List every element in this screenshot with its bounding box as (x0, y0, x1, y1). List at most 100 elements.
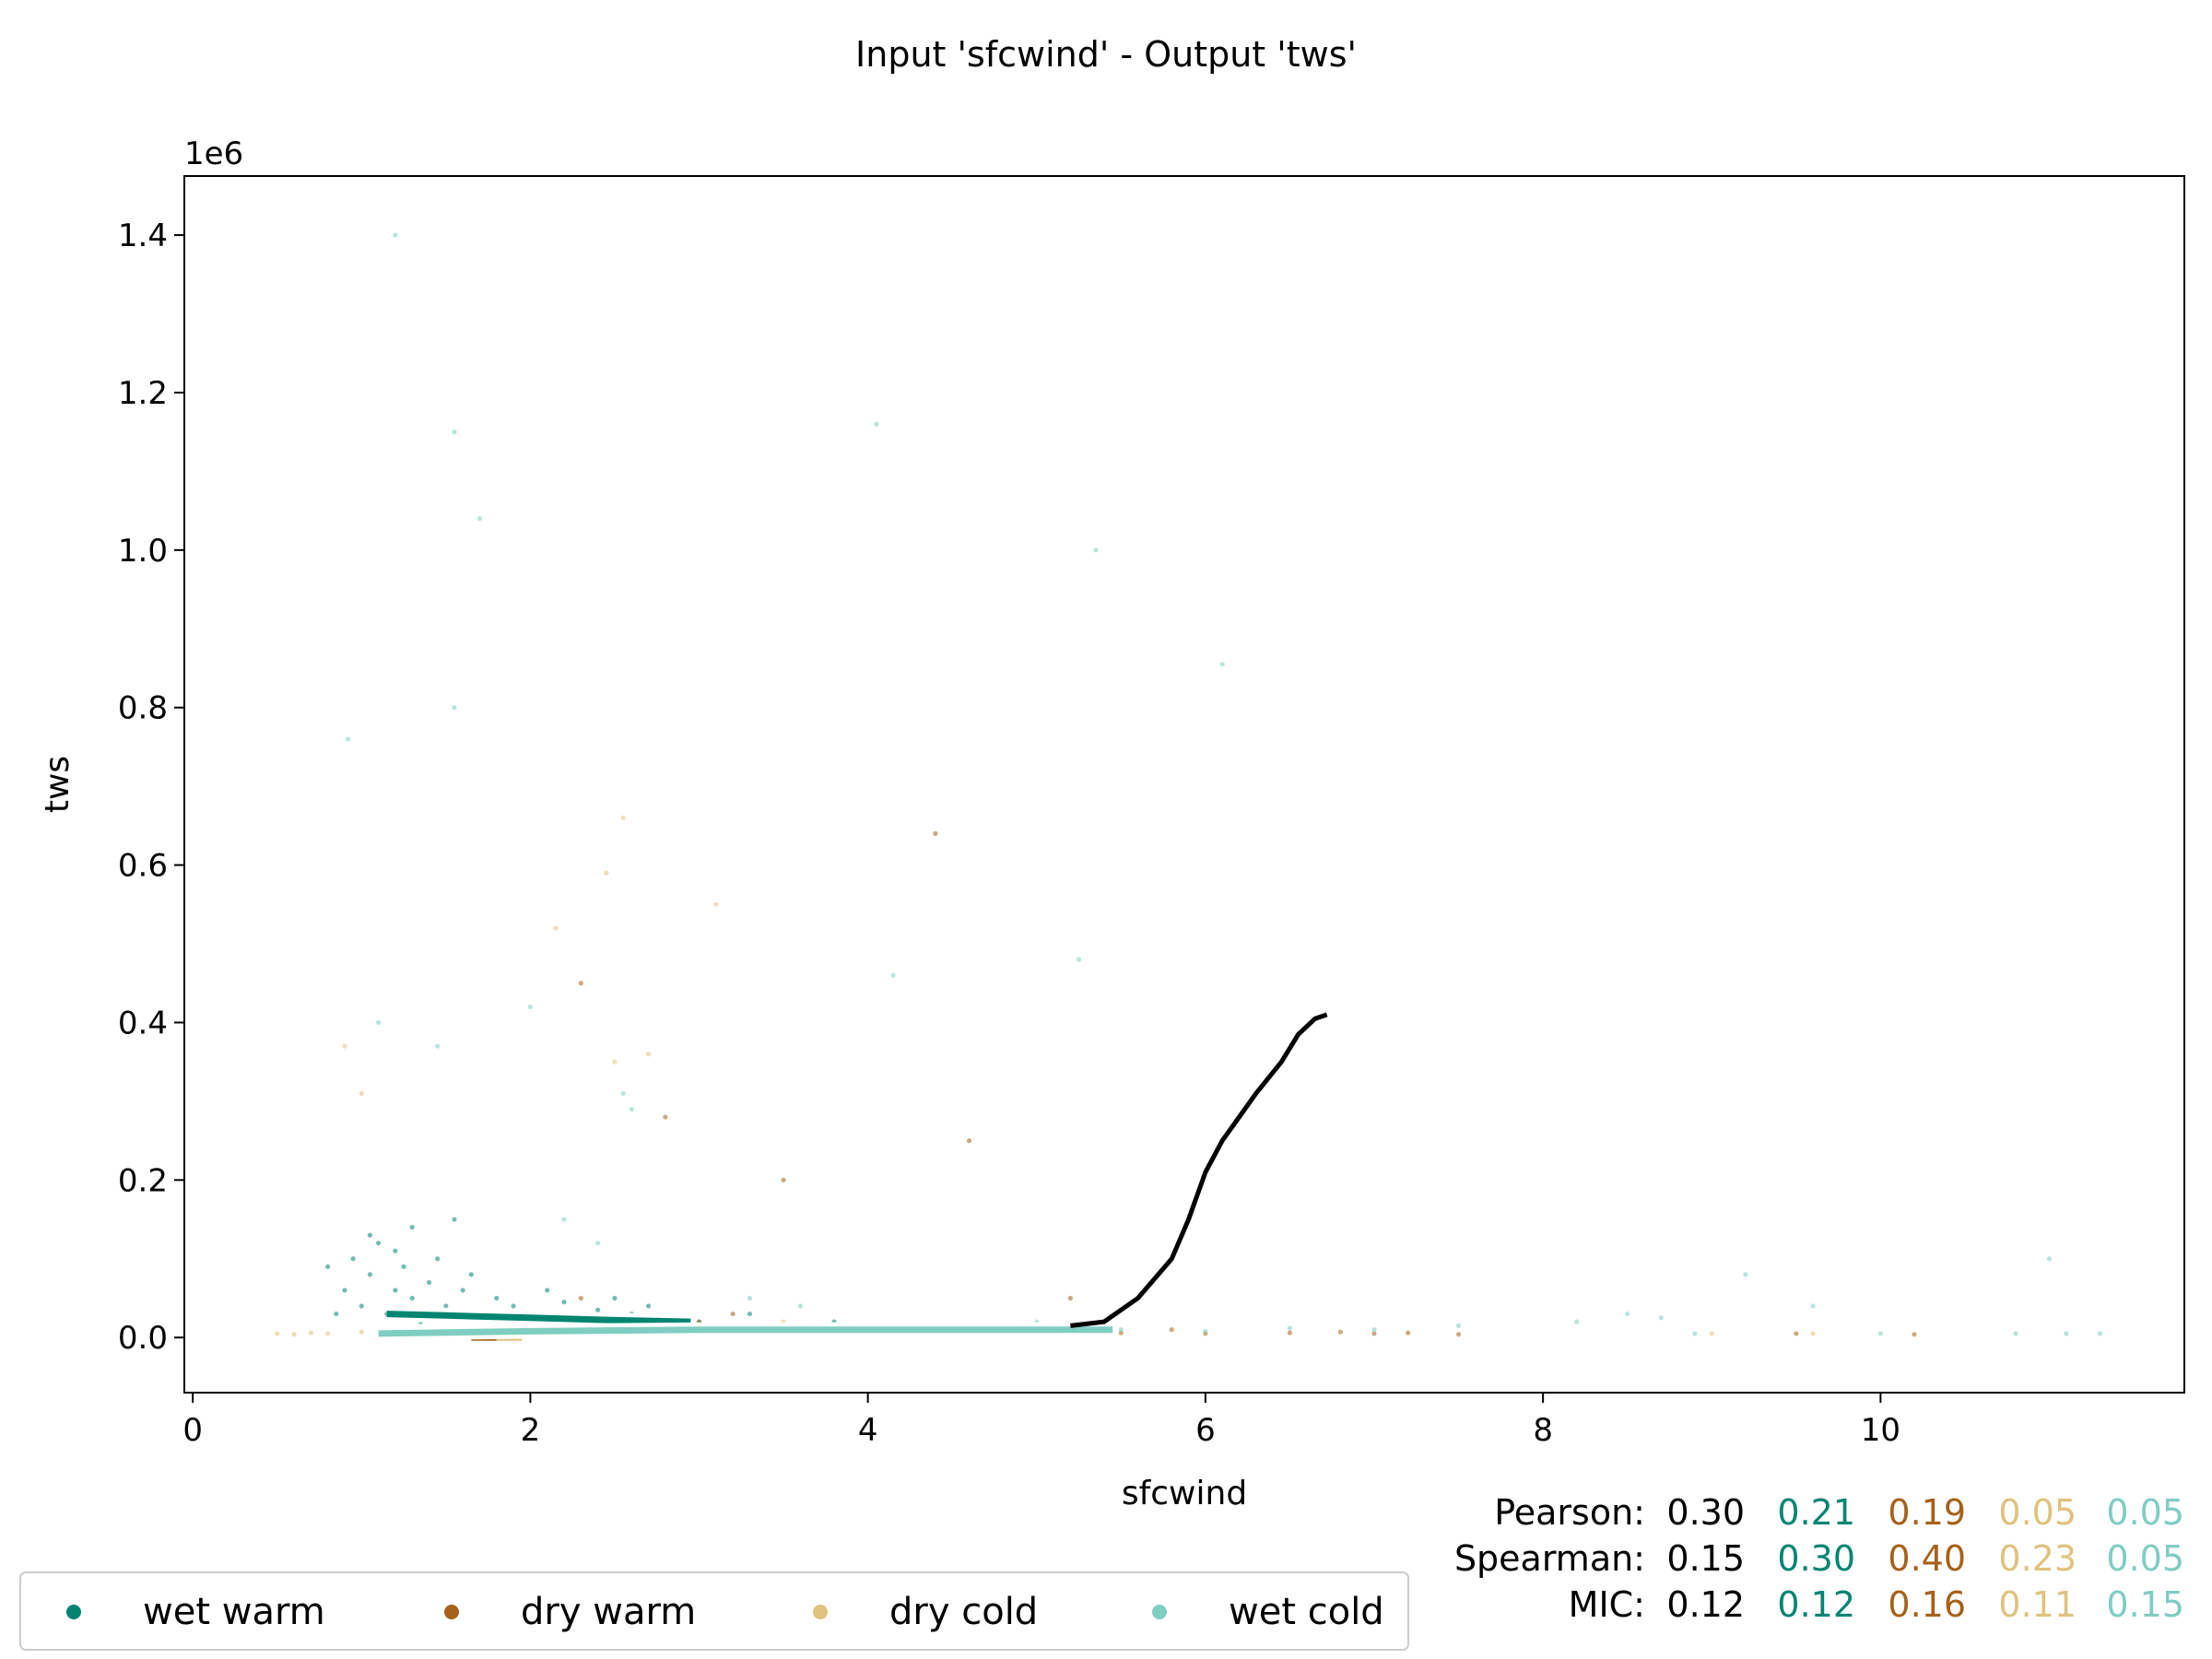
point-wet-cold (435, 1043, 441, 1049)
y-axis: 0.0 0.2 0.4 0.6 0.8 1.0 1.2 1.4 (118, 218, 184, 1357)
point-dry-warm (1287, 1330, 1293, 1335)
point-wet-warm (460, 1288, 465, 1293)
point-wet-cold (1810, 1303, 1816, 1309)
point-wet-warm (452, 1217, 457, 1222)
point-wet-cold (2046, 1256, 2053, 1262)
stat-value: 0.21 (1777, 1492, 1855, 1533)
point-wet-warm (511, 1303, 516, 1309)
point-wet-cold (1076, 957, 1082, 962)
point-wet-warm (612, 1295, 618, 1301)
stat-value: 0.05 (2106, 1492, 2184, 1533)
point-wet-warm (367, 1232, 373, 1238)
point-wet-cold (2064, 1331, 2069, 1336)
point-dry-cold (275, 1331, 280, 1336)
point-wet-warm (595, 1307, 601, 1312)
point-dry-cold (713, 901, 719, 907)
point-wet-warm (393, 1248, 398, 1253)
legend-marker (66, 1605, 81, 1619)
point-wet-warm (350, 1256, 356, 1262)
stat-value: 0.11 (1998, 1584, 2077, 1625)
point-wet-warm (561, 1300, 567, 1305)
point-wet-cold (797, 1303, 803, 1309)
point-wet-cold (1219, 662, 1225, 667)
point-wet-warm (375, 1241, 382, 1246)
legend-label: dry warm (521, 1591, 696, 1633)
stat-value: 0.30 (1777, 1538, 1855, 1579)
point-dry-cold (325, 1331, 331, 1336)
point-wet-cold (1574, 1319, 1580, 1324)
point-dry-warm (1337, 1329, 1343, 1335)
point-dry-warm (966, 1138, 972, 1144)
point-wet-warm (409, 1295, 415, 1301)
legend-marker (813, 1605, 828, 1619)
point-dry-cold (553, 925, 559, 931)
point-wet-cold (2013, 1331, 2018, 1336)
point-wet-warm (468, 1272, 474, 1277)
stat-value: 0.23 (1998, 1538, 2077, 1579)
y-tick-label: 0.8 (118, 690, 168, 727)
point-dry-warm (663, 1114, 668, 1120)
y-tick-label: 0.2 (118, 1162, 168, 1199)
point-wet-cold (1692, 1331, 1698, 1336)
x-tick-label: 2 (521, 1412, 541, 1449)
y-axis-label: tws (39, 756, 76, 813)
point-dry-warm (1912, 1332, 1917, 1337)
point-wet-cold (527, 1004, 534, 1009)
point-wet-cold (1625, 1311, 1630, 1317)
curve-wet-warm (386, 1311, 691, 1325)
point-dry-warm (1455, 1332, 1462, 1337)
scatter-points (275, 232, 2103, 1340)
point-wet-warm (342, 1288, 347, 1293)
point-wet-cold (1287, 1325, 1293, 1331)
point-wet-warm (545, 1288, 550, 1293)
point-wet-warm (494, 1295, 500, 1301)
stat-value: 0.19 (1888, 1492, 1966, 1533)
stat-value: 0.16 (1888, 1584, 1966, 1625)
trend-curves (378, 1012, 1328, 1346)
point-wet-warm (747, 1311, 753, 1317)
point-wet-warm (325, 1264, 331, 1269)
point-wet-cold (595, 1241, 601, 1246)
point-dry-warm (578, 981, 583, 986)
point-wet-warm (334, 1311, 339, 1317)
stat-value: 0.30 (1666, 1492, 1745, 1533)
legend-label: wet cold (1229, 1591, 1384, 1633)
y-tick-label: 0.4 (118, 1005, 168, 1041)
point-wet-warm (426, 1279, 432, 1285)
point-dry-warm (1169, 1327, 1174, 1333)
point-wet-cold (346, 736, 351, 742)
point-wet-cold (375, 1019, 382, 1026)
curve-overall (1070, 1012, 1328, 1328)
point-dry-cold (604, 870, 609, 876)
x-tick-label: 8 (1533, 1412, 1553, 1449)
point-dry-cold (620, 815, 626, 820)
point-dry-cold (645, 1052, 652, 1057)
x-axis-label: sfcwind (1122, 1475, 1247, 1512)
stat-value: 0.05 (2106, 1538, 2184, 1579)
point-dry-warm (1371, 1331, 1377, 1336)
point-dry-warm (1406, 1330, 1411, 1335)
stat-value: 0.12 (1666, 1584, 1745, 1625)
x-tick-label: 6 (1195, 1412, 1216, 1449)
point-wet-cold (393, 232, 398, 238)
curve-wet-cold (378, 1326, 1113, 1337)
legend-frame (19, 1571, 1409, 1651)
point-wet-cold (1093, 547, 1099, 553)
point-wet-warm (443, 1303, 449, 1309)
correlation-stats: Pearson: 0.30 0.21 0.19 0.05 0.05 Spearman: 0.1… (1454, 1492, 2184, 1625)
x-axis: 0 2 4 6 8 10 (182, 1393, 1900, 1449)
point-wet-cold (477, 516, 483, 522)
x-tick-label: 10 (1861, 1412, 1900, 1449)
point-dry-cold (342, 1043, 347, 1049)
point-dry-cold (291, 1332, 297, 1337)
point-wet-cold (620, 1090, 626, 1096)
point-wet-cold (1371, 1327, 1377, 1333)
point-wet-cold (1203, 1328, 1208, 1334)
stat-value: 0.40 (1888, 1538, 1966, 1579)
x-tick-label: 0 (182, 1412, 203, 1449)
y-tick-label: 0.0 (118, 1320, 168, 1357)
point-wet-cold (561, 1217, 567, 1222)
point-wet-warm (645, 1303, 652, 1309)
stat-label: MIC: (1569, 1584, 1645, 1625)
